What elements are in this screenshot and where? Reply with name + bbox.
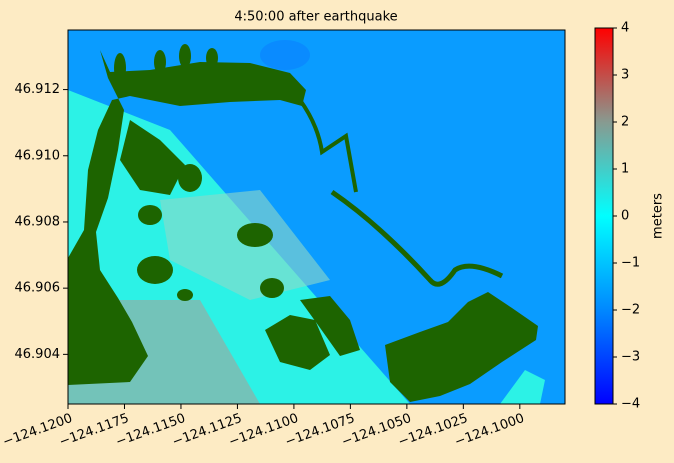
y-tick-label: 46.910 <box>15 148 61 163</box>
y-tick-label: 46.906 <box>15 281 61 296</box>
colorbar <box>594 27 614 405</box>
colorbar-tick-label: −4 <box>621 397 640 412</box>
colorbar-tick-label: −3 <box>621 350 640 365</box>
plot-frame <box>67 29 566 405</box>
y-tick-label: 46.904 <box>15 347 61 362</box>
colorbar-tick-label: 1 <box>621 162 629 177</box>
colorbar-tick-label: −1 <box>621 256 640 271</box>
colorbar-tick-label: 3 <box>621 68 629 83</box>
chart-title: 4:50:00 after earthquake <box>234 10 397 25</box>
y-tick-label: 46.908 <box>15 214 61 229</box>
colorbar-tick-label: 4 <box>621 21 629 36</box>
colorbar-tick-label: 2 <box>621 115 629 130</box>
map-image <box>68 30 565 404</box>
colorbar-tick-label: −2 <box>621 303 640 318</box>
y-tick-label: 46.912 <box>15 82 61 97</box>
colorbar-label: meters <box>651 193 666 239</box>
colorbar-tick-label: 0 <box>621 209 629 224</box>
